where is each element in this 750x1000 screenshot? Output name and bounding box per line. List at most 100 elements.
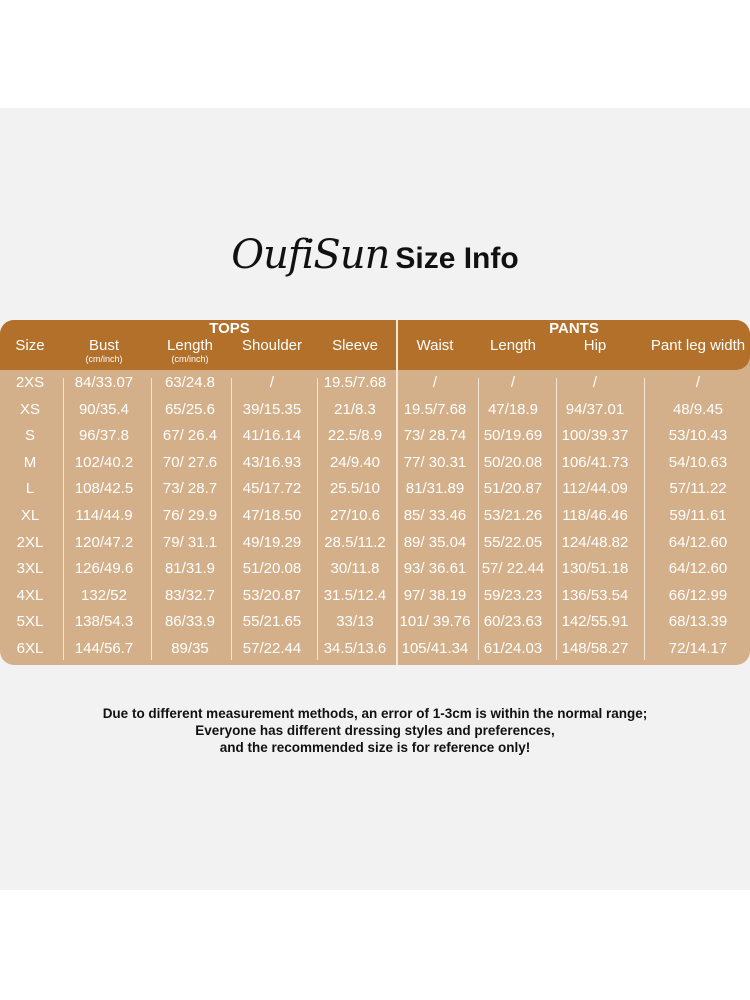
- table-cell: 90/35.4: [78, 400, 130, 418]
- table-cell: 59/11.61: [669, 507, 727, 524]
- column-header: Hip: [553, 338, 637, 354]
- disclaimer-note: Due to different measurement methods, an…: [0, 705, 750, 756]
- table-cell: 112/44.09: [562, 480, 628, 498]
- table-cell: 136/53.54: [561, 586, 629, 604]
- table-cell: 148/58.27: [561, 640, 629, 657]
- table-cell: 86/33.9: [164, 613, 216, 631]
- column-header: Shoulder: [231, 338, 313, 354]
- table-cell: 67/ 26.4: [162, 427, 218, 445]
- table-cell: 83/32.7: [164, 586, 216, 604]
- table-cell: 102/40.2: [74, 453, 134, 471]
- table-cell: 63/24.8: [164, 374, 216, 391]
- table-cell: 64/12.60: [668, 533, 728, 551]
- column-label: Length: [167, 337, 213, 354]
- table-cell: 84/33.07: [74, 374, 134, 391]
- table-cell: 55/22.05: [483, 533, 543, 551]
- table-cell: 60/23.63: [483, 613, 543, 631]
- table-cell: 28.5/11.2: [324, 533, 386, 551]
- size-table: TOPS PANTS Size Bust (cm/inch) Length (cm/in…: [0, 320, 750, 665]
- table-cell: 19.5/7.68: [323, 374, 387, 391]
- table-cell: 57/11.22: [669, 480, 727, 498]
- table-cell: 120/47.2: [74, 533, 134, 551]
- table-cell: 22.5/8.9: [327, 427, 383, 445]
- table-cell: 25.5/10: [329, 480, 381, 498]
- table-cell: /: [269, 374, 275, 391]
- table-header: TOPS PANTS Size Bust (cm/inch) Length (cm/in…: [0, 320, 750, 370]
- table-cell: 24/9.40: [329, 453, 381, 471]
- table-cell: 49/19.29: [242, 533, 302, 551]
- table-cell: /: [592, 374, 598, 391]
- table-cell: 54/10.63: [668, 453, 728, 471]
- table-cell: 118/46.46: [562, 507, 628, 524]
- table-cell: 39/15.35: [242, 400, 302, 418]
- table-cell: 138/54.3: [74, 613, 134, 631]
- column-header: Length (cm/inch): [150, 337, 230, 365]
- table-cell: 53/10.43: [668, 427, 728, 445]
- column-divider: [556, 378, 557, 660]
- table-cell: 79/ 31.1: [162, 533, 218, 551]
- column-label: Pant leg width: [650, 337, 746, 354]
- table-cell: 81/31.9: [164, 560, 216, 578]
- note-line: Due to different measurement methods, an…: [102, 706, 648, 721]
- table-cell: 144/56.7: [74, 640, 134, 657]
- size-label: 3XL: [16, 560, 44, 578]
- table-cell: 114/44.9: [75, 507, 133, 524]
- table-cell: 85/ 33.46: [403, 507, 467, 524]
- brand-logo: OufiSun: [231, 232, 390, 278]
- table-cell: /: [695, 374, 701, 391]
- table-cell: 93/ 36.61: [403, 560, 467, 578]
- column-divider: [151, 378, 152, 660]
- table-cell: 126/49.6: [74, 560, 134, 578]
- table-cell: 50/19.69: [483, 427, 543, 445]
- size-label: XS: [19, 400, 40, 418]
- column-header: Sleeve: [314, 338, 396, 354]
- table-cell: 55/21.65: [242, 613, 302, 631]
- table-cell: 48/9.45: [672, 400, 724, 418]
- column-label: Bust: [88, 337, 119, 354]
- table-cell: 105/41.34: [401, 640, 469, 657]
- table-cell: 57/ 22.44: [481, 560, 545, 578]
- table-cell: 94/37.01: [565, 400, 625, 418]
- column-label: Waist: [416, 337, 454, 354]
- table-cell: 96/37.8: [78, 427, 130, 445]
- table-cell: 31.5/12.4: [323, 586, 387, 604]
- page-title: OufiSun Size Info: [0, 232, 750, 278]
- table-cell: 27/10.6: [329, 507, 381, 524]
- table-cell: 106/41.73: [561, 453, 629, 471]
- table-cell: 97/ 38.19: [403, 586, 467, 604]
- table-cell: 73/ 28.74: [403, 427, 467, 445]
- size-label: 2XS: [15, 374, 45, 391]
- column-header: Waist: [395, 338, 475, 354]
- table-cell: 72/14.17: [668, 640, 728, 657]
- table-cell: 66/12.99: [668, 586, 728, 604]
- table-cell: 30/11.8: [330, 560, 380, 578]
- column-header: Size: [0, 338, 60, 354]
- table-cell: 53/20.87: [242, 586, 302, 604]
- table-cell: 77/ 30.31: [403, 453, 467, 471]
- table-cell: 47/18.50: [242, 507, 302, 524]
- size-label: XL: [20, 507, 40, 524]
- table-cell: 108/42.5: [74, 480, 134, 498]
- table-cell: 47/18.9: [487, 400, 539, 418]
- table-cell: 59/23.23: [483, 586, 543, 604]
- table-cell: /: [510, 374, 516, 391]
- group-pants: PANTS: [549, 320, 599, 337]
- column-unit: (cm/inch): [85, 354, 123, 364]
- table-cell: 81/31.89: [405, 480, 465, 498]
- table-cell: 51/20.87: [483, 480, 543, 498]
- table-cell: 89/35: [171, 640, 209, 657]
- table-cell: 33/13: [336, 613, 374, 631]
- size-label: M: [23, 453, 37, 471]
- column-divider: [231, 378, 232, 660]
- table-cell: 57/22.44: [242, 640, 302, 657]
- table-cell: 132/52: [81, 586, 127, 604]
- column-label: Size: [15, 337, 45, 354]
- table-cell: 76/ 29.9: [162, 507, 218, 524]
- group-tops: TOPS: [209, 320, 250, 337]
- table-cell: 45/17.72: [242, 480, 302, 498]
- column-label: Sleeve: [332, 337, 378, 354]
- column-label: Length: [490, 337, 536, 354]
- size-label: 4XL: [16, 586, 44, 604]
- column-divider: [63, 378, 64, 660]
- table-cell: /: [432, 374, 438, 391]
